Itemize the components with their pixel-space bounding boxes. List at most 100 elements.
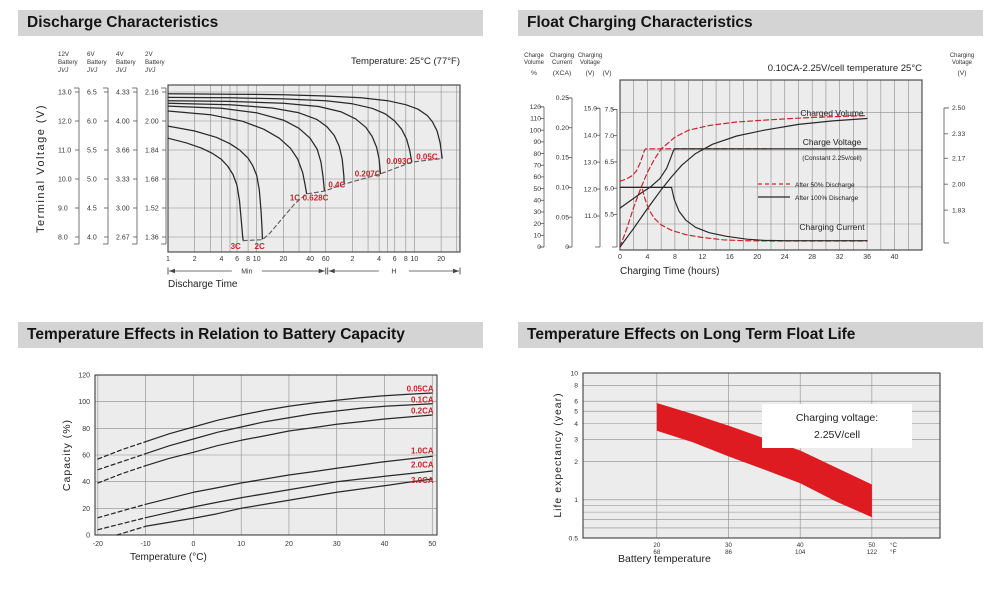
axis-header: JVJ: [115, 67, 127, 74]
axis-tick-label: 3.33: [116, 177, 130, 184]
axis-tick-label: 7.0: [605, 133, 615, 140]
curve-volume-black: [619, 117, 868, 248]
section-title-temp-capacity-text: Temperature Effects in Relation to Batte…: [27, 326, 405, 343]
y-tick-label: 80: [82, 426, 90, 433]
plot-area: [168, 85, 460, 252]
gridlines: [167, 85, 460, 252]
axis-header: Voltage: [952, 60, 973, 66]
y-tick-label: 4: [574, 421, 578, 428]
axis-tick-label: 12.0: [58, 119, 72, 126]
axis-tick-label: 1.68: [145, 177, 159, 184]
axis-header: 12V: [58, 51, 70, 58]
axis-tick-label: 2.16: [145, 90, 159, 97]
x-tick-label: 1: [166, 256, 170, 263]
y-axis-columns: 12VBatteryJVJ13.012.011.010.09.08.06VBat…: [35, 51, 167, 245]
y-tick-label: 120: [78, 373, 90, 380]
axis-tick-label: 6.5: [87, 90, 97, 97]
plot-frame: [582, 372, 941, 539]
arrowhead: [169, 268, 175, 274]
axis-tick-label: 3.00: [116, 206, 130, 213]
axis-tick-label: 60: [533, 174, 541, 181]
x-tick-label-celsius: 40: [797, 542, 804, 549]
x-tick-label: -20: [93, 541, 103, 548]
plot-annotation: Charge Voltage: [803, 137, 862, 147]
axes: 0 20 40 60 80 100 120 -20 -10 0 10 20 30 40 50 Capacity…: [61, 373, 436, 563]
axis-tick-label: 100: [530, 127, 542, 134]
x-tick-label: 8: [673, 254, 677, 261]
axis-header: Battery: [58, 59, 79, 66]
section-title-temp-capacity: Temperature Effects in Relation to Batte…: [18, 322, 483, 348]
x-tick-label: 2: [193, 256, 197, 263]
y-tick-label: 20: [82, 506, 90, 513]
axis-header: Battery: [87, 59, 108, 66]
x-tick-label: 40: [891, 254, 899, 261]
axis-tick-label: 30: [533, 209, 541, 216]
curve-current-red: [619, 186, 868, 242]
axis-tick-label: 1.36: [145, 235, 159, 242]
axis-tick-label: 80: [533, 151, 541, 158]
arrowhead: [453, 268, 459, 274]
x-tick-label-celsius: 20: [653, 542, 660, 549]
axis-header: 2V: [145, 51, 153, 58]
axis-tick-label: 2.17: [952, 155, 965, 162]
axis-tick-label: 3.66: [116, 148, 130, 155]
curve-0.4C: [167, 102, 345, 185]
x-tick-label: 12: [698, 254, 706, 261]
rate-label: 0.1CA: [411, 395, 434, 404]
x-tick-label: 10: [253, 256, 261, 263]
x-tick-label: 4: [646, 254, 650, 261]
axis-unit: (XCA): [553, 70, 572, 77]
curve-cellV-red: [619, 148, 772, 182]
curve-3.0CA: [144, 478, 433, 527]
axis-tick-label: 5.5: [605, 212, 615, 219]
curve-0.05CA-dashed: [97, 441, 147, 460]
x-tick-label: 36: [863, 254, 871, 261]
axis-tick-label: 120: [530, 104, 542, 111]
axis-tick-label: 90: [533, 139, 541, 146]
rate-label: 2.0CA: [411, 461, 434, 470]
x-axis-title: Discharge Time: [168, 279, 238, 290]
legend-label: After 100% Discharge: [795, 195, 859, 202]
axis-tick-label: 50: [533, 186, 541, 193]
axis-tick-label: 5.0: [87, 177, 97, 184]
axis-unit: (V): [957, 70, 966, 77]
x-tick-label: 28: [808, 254, 816, 261]
legend-label: After 50% Discharge: [795, 182, 855, 189]
curve-volume-red: [619, 115, 868, 248]
x-axis: 0 4 8 12 16 20 24 28 32 36 40 Charging Time (hours): [618, 254, 899, 277]
axis-tick-label: 10: [533, 233, 541, 240]
x-tick-label-fahrenheit: 104: [795, 549, 806, 556]
discharge-curves: [167, 93, 443, 242]
axis-tick-label: 0.15: [556, 155, 569, 162]
x-tick-label-celsius: 50: [868, 542, 875, 549]
condition-note: 0.10CA-2.25V/cell temperature 25°C: [768, 63, 922, 74]
curve-0.1CA-dashed: [97, 453, 147, 471]
axis-header: JVJ: [144, 67, 156, 74]
plot-frame: [94, 374, 438, 536]
annotation-line: Charging voltage:: [796, 412, 878, 424]
axis-tick-label: 11.0: [58, 148, 71, 155]
x-tick-label-fahrenheit: 68: [653, 549, 660, 556]
y-tick-label: 5: [574, 409, 578, 416]
y-tick-label: 0: [86, 533, 90, 540]
plot-frame: [619, 79, 923, 251]
arrowhead: [318, 268, 325, 274]
rate-label: 1C: [290, 193, 300, 202]
float-charging-characteristics-chart: ChargeVolume%010203040506070809010011012…: [524, 53, 974, 277]
rate-label: 0.05CA: [407, 385, 434, 394]
curve-current-black: [619, 186, 868, 242]
curve-0.207C: [167, 100, 382, 175]
y-tick-label: 3: [574, 437, 578, 444]
curve-labels: 3C 2C 1C 0.628C 0.4C 0.207C 0.093C 0.05C: [231, 153, 438, 251]
x-tick-label: 8: [246, 256, 250, 263]
axis-header: Volume: [524, 60, 545, 66]
axis-tick-label: 6.0: [605, 185, 615, 192]
section-title-float-life: Temperature Effects on Long Term Float L…: [518, 322, 983, 348]
axis-tick-label: 20: [533, 221, 541, 228]
curve-2.0CA: [144, 470, 433, 519]
rate-label: 0.628C: [303, 193, 329, 202]
x-tick-label: 0: [618, 254, 622, 261]
